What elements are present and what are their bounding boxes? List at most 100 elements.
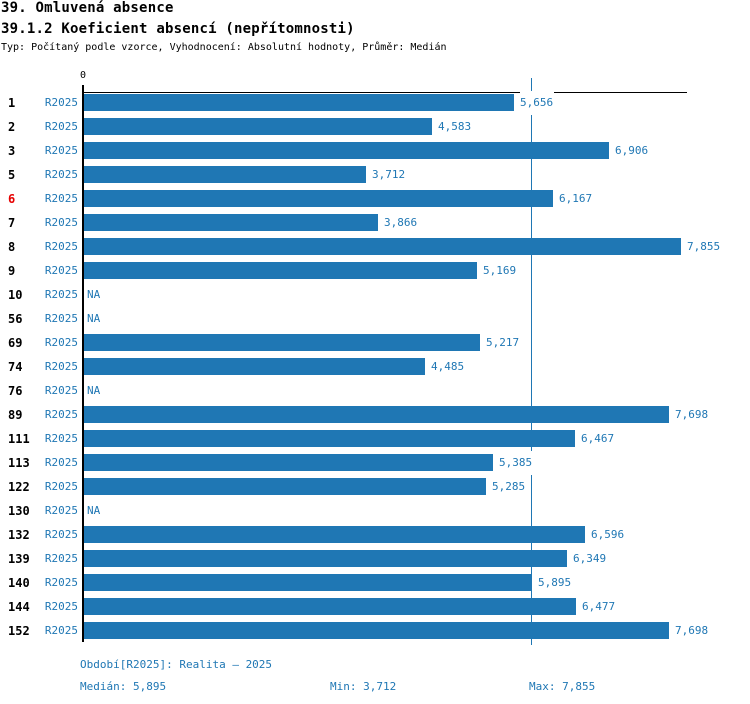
row-id-label: 1 (8, 96, 16, 110)
chart-row: 130 R2025 NA (0, 499, 750, 523)
axis-vertical-line (82, 85, 84, 642)
bar (84, 214, 378, 231)
bar (84, 262, 477, 279)
bar-value-label: 7,855 (687, 235, 722, 259)
chart-title: 39.1.2 Koeficient absencí (nepřítomnosti… (1, 21, 355, 37)
footer-min-value: Min: 3,712 (330, 680, 397, 693)
bar-value-label: 5,169 (483, 259, 518, 283)
row-id-label: 111 (8, 432, 30, 446)
bar (84, 478, 486, 495)
row-id-label: 8 (8, 240, 16, 254)
chart-row: 144 R2025 6,477 (0, 595, 750, 619)
chart-row: 74 R2025 4,485 (0, 355, 750, 379)
row-period-label: R2025 (44, 432, 78, 445)
row-period-label: R2025 (44, 504, 78, 517)
bar-value-label: 6,467 (581, 427, 616, 451)
bar (84, 454, 493, 471)
row-period-label: R2025 (44, 216, 78, 229)
footer-median-value: Medián: 5,895 (80, 680, 167, 693)
bar-value-label: 3,866 (384, 211, 419, 235)
row-na-label: NA (87, 379, 102, 403)
row-id-label: 74 (8, 360, 23, 374)
median-reference-line (531, 78, 532, 645)
chart-row: 5 R2025 3,712 (0, 163, 750, 187)
bar-value-label: 5,285 (492, 475, 527, 499)
row-period-label: R2025 (44, 528, 78, 541)
chart-row: 76 R2025 NA (0, 379, 750, 403)
row-period-label: R2025 (44, 576, 78, 589)
bar (84, 238, 681, 255)
row-id-label: 5 (8, 168, 16, 182)
footer-period-info: Období[R2025]: Realita – 2025 (80, 658, 273, 671)
row-na-label: NA (87, 499, 102, 523)
bar (84, 334, 480, 351)
row-period-label: R2025 (44, 192, 78, 205)
row-id-label: 3 (8, 144, 16, 158)
row-period-label: R2025 (44, 168, 78, 181)
row-id-label: 132 (8, 528, 30, 542)
chart-row: 140 R2025 5,895 (0, 571, 750, 595)
row-period-label: R2025 (44, 480, 78, 493)
axis-zero-tick-label: 0 (79, 70, 87, 81)
bar-value-label: 5,217 (486, 331, 521, 355)
chart-row: 122 R2025 5,285 (0, 475, 750, 499)
chart-row: 56 R2025 NA (0, 307, 750, 331)
row-id-label: 122 (8, 480, 30, 494)
row-period-label: R2025 (44, 552, 78, 565)
row-period-label: R2025 (44, 312, 78, 325)
row-period-label: R2025 (44, 288, 78, 301)
bar-value-label: 5,895 (538, 571, 573, 595)
bar-value-label: 5,385 (499, 451, 534, 475)
row-id-label: 89 (8, 408, 23, 422)
bar (84, 430, 575, 447)
bar (84, 550, 567, 567)
row-period-label: R2025 (44, 408, 78, 421)
chart-row: 132 R2025 6,596 (0, 523, 750, 547)
bar-value-label: 6,596 (591, 523, 626, 547)
row-id-label: 56 (8, 312, 23, 326)
bar-value-label: 7,698 (675, 619, 710, 643)
row-period-label: R2025 (44, 360, 78, 373)
chart-subtitle: Typ: Počítaný podle vzorce, Vyhodnocení:… (1, 42, 447, 53)
bar-value-label: 6,167 (559, 187, 594, 211)
row-id-label: 139 (8, 552, 30, 566)
bar (84, 526, 585, 543)
bar-value-label: 3,712 (372, 163, 407, 187)
row-id-label: 130 (8, 504, 30, 518)
row-period-label: R2025 (44, 144, 78, 157)
bar (84, 574, 532, 591)
chart-row: 152 R2025 7,698 (0, 619, 750, 643)
row-period-label: R2025 (44, 624, 78, 637)
row-id-label: 6 (8, 192, 16, 206)
axis-horizontal-line (83, 92, 687, 93)
bar (84, 142, 609, 159)
row-id-label: 7 (8, 216, 16, 230)
bar-value-label: 6,349 (573, 547, 608, 571)
bar (84, 118, 432, 135)
row-id-label: 152 (8, 624, 30, 638)
bar (84, 166, 366, 183)
chart-row: 3 R2025 6,906 (0, 139, 750, 163)
chart-row: 10 R2025 NA (0, 283, 750, 307)
row-na-label: NA (87, 283, 102, 307)
bar (84, 622, 669, 639)
row-id-label: 9 (8, 264, 16, 278)
row-na-label: NA (87, 307, 102, 331)
chart-row: 111 R2025 6,467 (0, 427, 750, 451)
row-period-label: R2025 (44, 120, 78, 133)
row-id-label: 113 (8, 456, 30, 470)
row-id-label: 10 (8, 288, 23, 302)
chart-row: 1 R2025 5,656 (0, 91, 750, 115)
chart-row: 7 R2025 3,866 (0, 211, 750, 235)
report-section-title: 39. Omluvená absence (1, 0, 174, 16)
chart-row: 2 R2025 4,583 (0, 115, 750, 139)
bar (84, 190, 553, 207)
row-id-label: 76 (8, 384, 23, 398)
row-period-label: R2025 (44, 96, 78, 109)
row-id-label: 69 (8, 336, 23, 350)
bar-value-label: 6,477 (582, 595, 617, 619)
footer-max-value: Max: 7,855 (529, 680, 596, 693)
row-period-label: R2025 (44, 240, 78, 253)
row-period-label: R2025 (44, 600, 78, 613)
bar (84, 406, 669, 423)
